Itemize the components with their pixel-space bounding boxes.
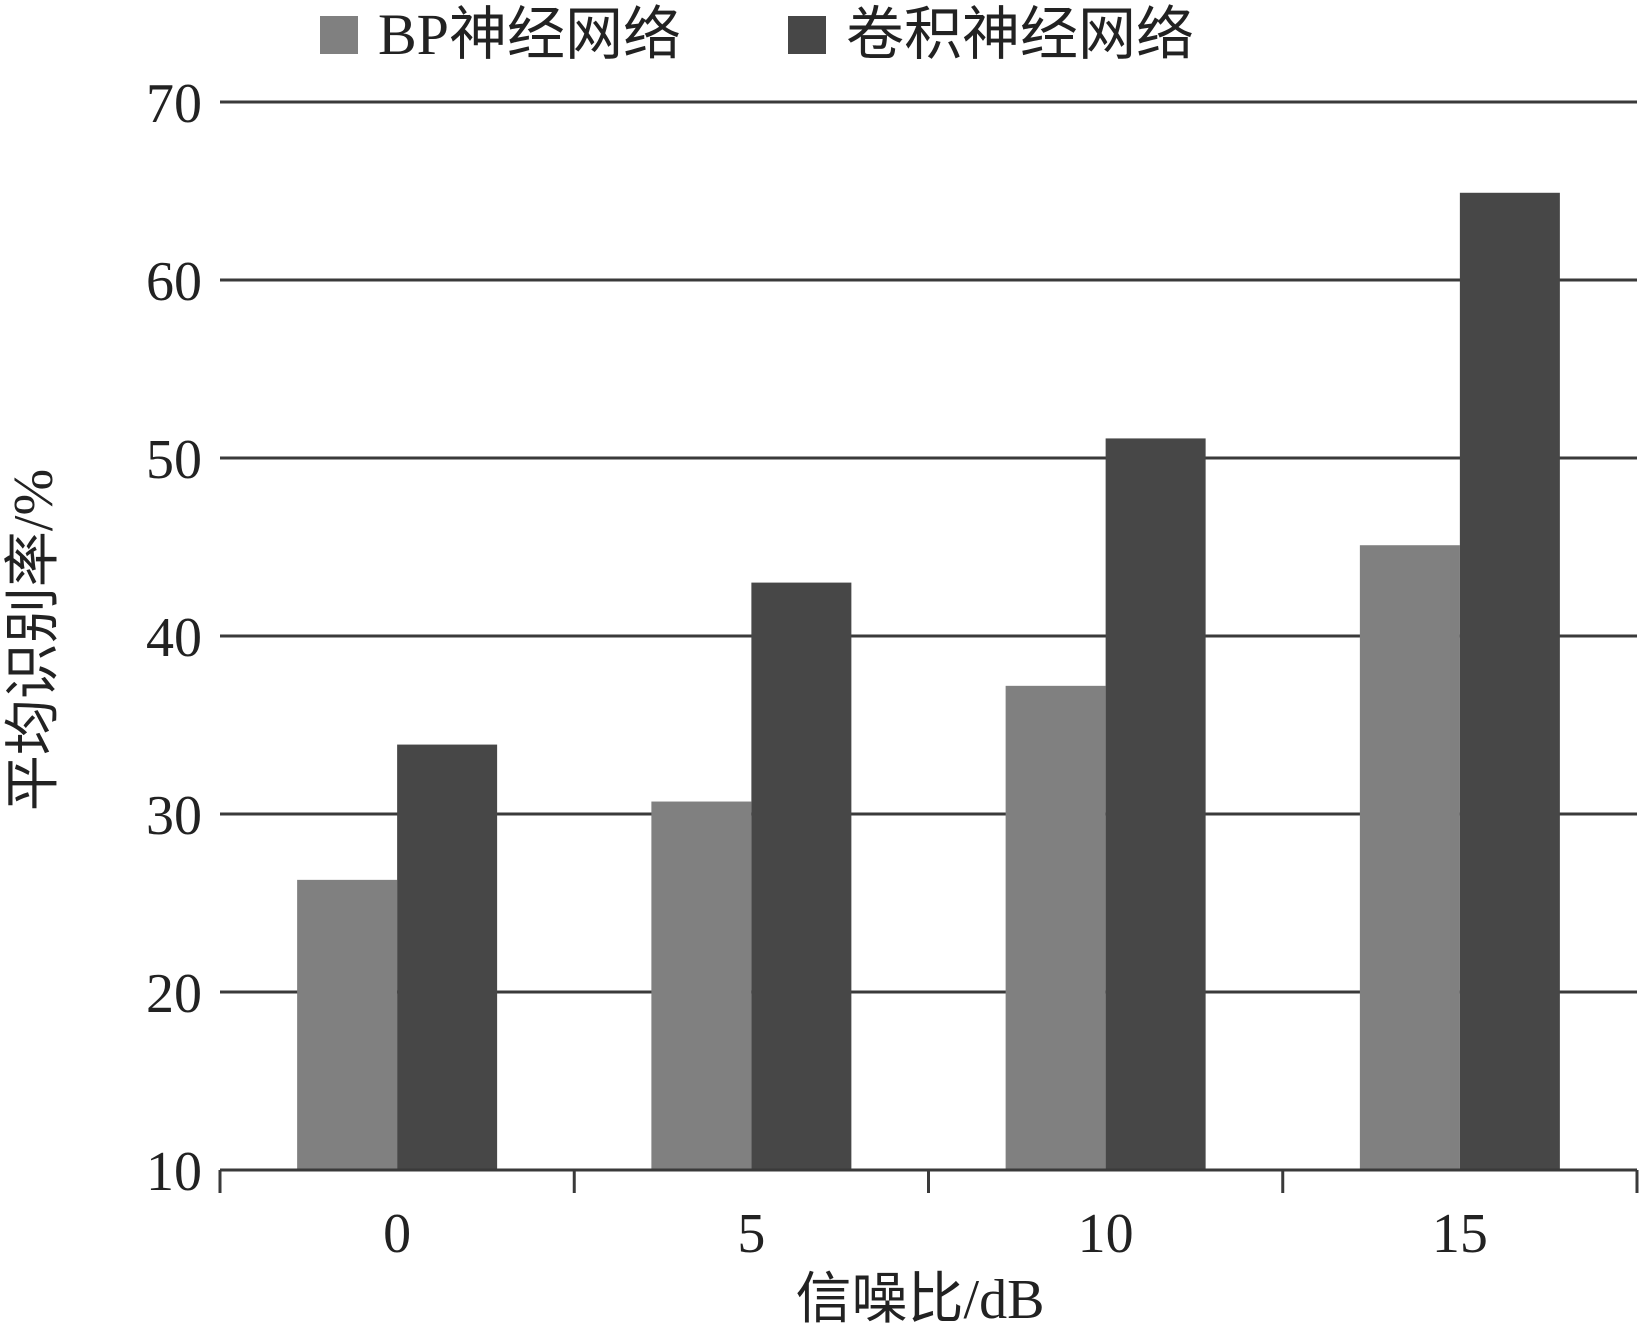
x-tick-label: 15 [1432,1203,1488,1265]
bar-cnn [1459,192,1560,1170]
legend-swatch-bp [320,16,358,54]
legend: BP神经网络 卷积神经网络 [320,2,1194,67]
y-tick-label: 30 [146,785,202,847]
bar-cnn [397,744,498,1170]
y-tick-label: 50 [146,429,202,491]
bar-bp [1005,685,1106,1170]
y-tick-label: 60 [146,251,202,313]
y-tick-label: 20 [146,963,202,1025]
y-axis-tick-labels: 10 20 30 40 50 60 70 [146,73,202,1203]
bars [297,192,1560,1170]
y-tick-label: 10 [146,1141,202,1203]
x-axis-tick-labels: 0 5 10 15 [383,1203,1488,1265]
x-tick-label: 0 [383,1203,411,1265]
legend-label-bp: BP神经网络 [378,2,681,67]
bar-bp [1359,545,1460,1170]
y-axis-title: 平均识别率/% [3,469,65,811]
legend-label-cnn: 卷积神经网络 [846,2,1194,67]
y-tick-label: 40 [146,607,202,669]
bar-cnn [751,582,852,1170]
bar-cnn [1105,438,1206,1170]
x-axis [218,1168,1639,1193]
x-axis-title: 信噪比/dB [796,1269,1045,1331]
y-tick-label: 70 [146,73,202,135]
x-tick-label: 5 [737,1203,765,1265]
x-tick-label: 10 [1078,1203,1134,1265]
legend-swatch-cnn [788,16,826,54]
bar-bp [651,801,752,1170]
bar-bp [297,879,398,1170]
